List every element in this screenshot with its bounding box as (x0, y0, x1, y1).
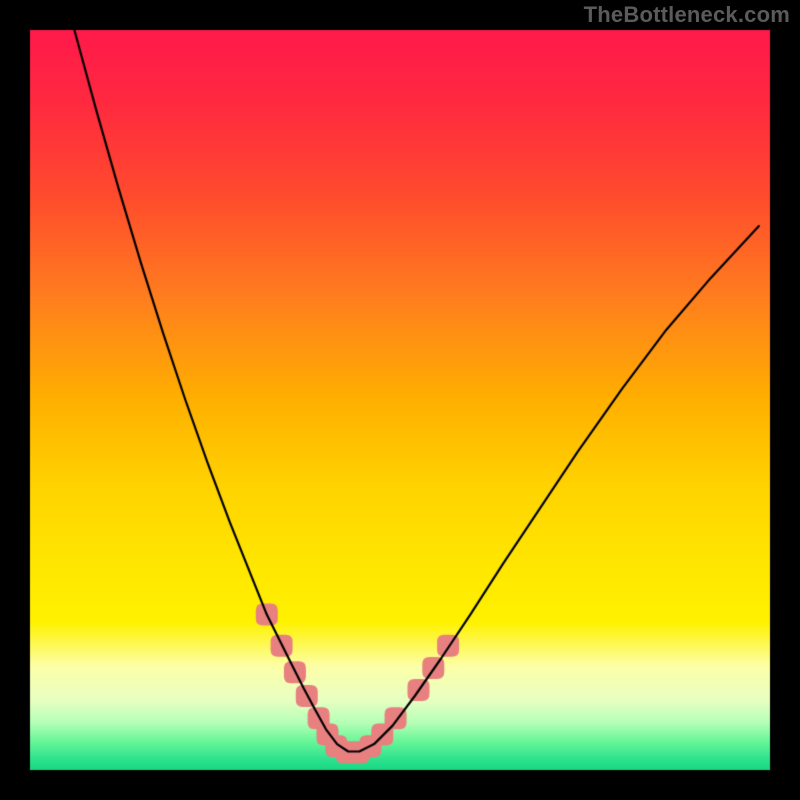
chart-canvas (0, 0, 800, 800)
chart-root: TheBottleneck.com (0, 0, 800, 800)
watermark-text: TheBottleneck.com (584, 2, 790, 28)
